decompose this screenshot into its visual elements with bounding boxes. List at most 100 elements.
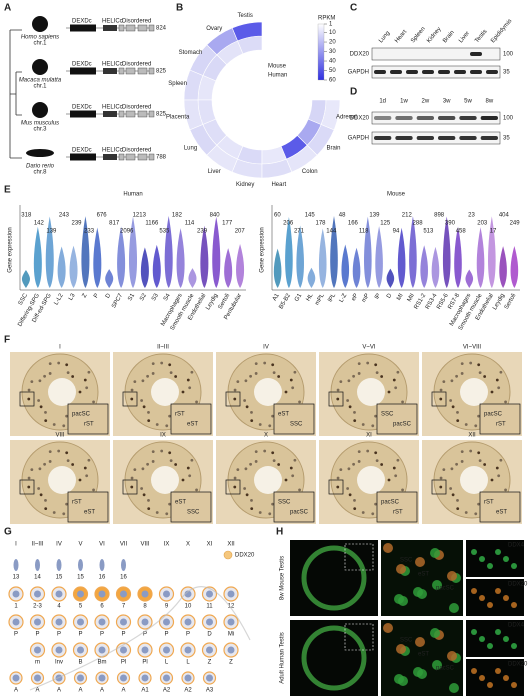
nucleus xyxy=(184,618,192,626)
count-label: 513 xyxy=(423,229,434,235)
nucleus xyxy=(254,362,258,366)
cell-label: SSC xyxy=(400,638,413,644)
nucleus xyxy=(336,485,340,489)
nucleus xyxy=(401,400,404,404)
count-label: 249 xyxy=(510,221,521,227)
nucleus xyxy=(254,460,258,463)
cell xyxy=(413,667,423,677)
nucleus xyxy=(65,363,69,367)
nucleus xyxy=(52,511,56,514)
species-icon xyxy=(32,16,48,32)
tissue-label: Spleen xyxy=(168,81,187,87)
cell-label: A3 xyxy=(206,688,214,694)
cell xyxy=(415,637,425,647)
nucleus xyxy=(34,674,41,682)
cell-label: P xyxy=(57,632,61,638)
nucleus xyxy=(98,674,106,682)
plot-title: Mouse xyxy=(387,192,406,198)
lane-label: 5w xyxy=(464,99,472,105)
stage-label: II~III xyxy=(157,345,169,351)
domain-disordered xyxy=(125,153,136,161)
nucleus xyxy=(98,646,106,654)
cell-label: P xyxy=(143,632,147,638)
nucleus xyxy=(339,380,343,384)
nucleus xyxy=(291,474,295,478)
violin xyxy=(420,245,428,288)
stage-label: X xyxy=(264,433,268,439)
cell-label: 7 xyxy=(122,604,126,610)
nucleus xyxy=(65,414,68,418)
nucleus xyxy=(250,498,253,502)
signal xyxy=(503,675,509,681)
nucleus xyxy=(353,410,356,414)
cell-label: eST xyxy=(418,572,429,578)
stage-label: XII xyxy=(227,542,235,548)
signal xyxy=(471,588,477,594)
violin xyxy=(352,247,361,288)
axes xyxy=(271,205,520,291)
species-chr: chr.8 xyxy=(33,170,47,176)
nucleus xyxy=(146,374,149,378)
legend-bar xyxy=(317,23,325,81)
signal xyxy=(495,588,501,594)
y-axis-label: Gene expression xyxy=(8,227,14,272)
nucleus xyxy=(227,590,235,598)
lane-label: Liver xyxy=(458,30,471,44)
band xyxy=(459,116,477,120)
count-label: 17 xyxy=(490,229,497,235)
domain-dexdc xyxy=(70,153,96,161)
nucleus xyxy=(142,493,146,497)
nucleus xyxy=(206,590,213,598)
nucleus xyxy=(456,498,459,502)
nucleus xyxy=(460,450,464,454)
stage-label: VI~VIII xyxy=(463,345,482,351)
cell xyxy=(449,603,459,613)
nucleus xyxy=(357,372,361,375)
inset-box xyxy=(328,479,344,495)
nucleus xyxy=(87,370,91,374)
ring-label: Mouse xyxy=(268,64,287,70)
legend-tick-label: 60 xyxy=(329,78,336,84)
inset xyxy=(273,403,315,435)
axes xyxy=(19,205,246,291)
nucleus xyxy=(168,363,172,367)
category-label: A1 xyxy=(272,292,281,302)
nucleus xyxy=(245,493,249,497)
marker-label: DDX20 xyxy=(508,662,528,668)
nucleus xyxy=(184,674,192,682)
nucleus xyxy=(155,511,159,514)
row-label: Adult Human Testis xyxy=(280,632,286,684)
nucleus xyxy=(186,378,190,382)
row-label: GAPDH xyxy=(348,136,369,142)
gene-length: 824 xyxy=(156,26,167,32)
band xyxy=(438,136,456,140)
nucleus xyxy=(141,590,149,598)
tissue-label: Ovary xyxy=(206,26,222,32)
cell-label: 15 xyxy=(77,575,84,581)
nucleus xyxy=(455,374,458,378)
tissue-label: Adrenal xyxy=(336,114,357,120)
lumen xyxy=(48,466,76,494)
nucleus xyxy=(469,449,473,453)
channel xyxy=(466,540,524,577)
domain-label: HELICc xyxy=(102,105,123,111)
tissue-label: Heart xyxy=(271,182,286,188)
nucleus xyxy=(271,414,274,418)
domain-disordered xyxy=(148,110,155,118)
domain-label: Disordered xyxy=(122,19,151,25)
cell-label: A2 xyxy=(163,688,171,694)
nucleus xyxy=(439,397,443,401)
nucleus xyxy=(227,618,235,626)
nucleus xyxy=(366,449,370,453)
tissue-label: Liver xyxy=(208,169,221,175)
stage-label: X xyxy=(186,542,190,548)
category-label: S1 xyxy=(127,292,136,302)
species-icon xyxy=(32,102,48,118)
inset-box xyxy=(225,391,241,407)
cell-label: 16 xyxy=(120,575,127,581)
domain-disordered xyxy=(137,110,148,118)
nucleus xyxy=(271,363,275,367)
panel-letter: A xyxy=(4,3,11,14)
stage-label: I xyxy=(15,542,17,548)
nucleus xyxy=(478,459,482,463)
